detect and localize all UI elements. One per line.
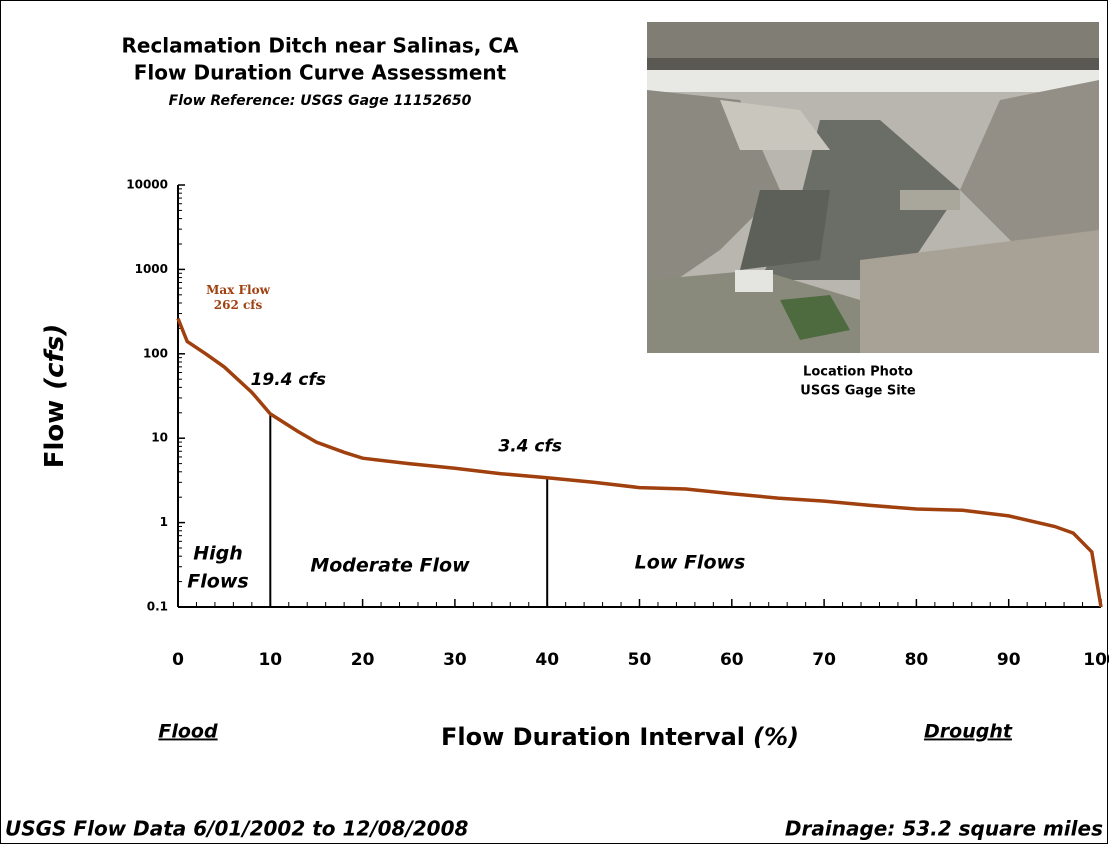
photo-caption: Location Photo [803, 365, 913, 380]
photo-caption: USGS Gage Site [800, 384, 916, 399]
max-flow-label: Max Flow [206, 283, 270, 297]
y-tick-label: 1 [160, 515, 168, 529]
max-flow-label: 262 cfs [214, 298, 263, 312]
location-photo [647, 22, 1099, 353]
region-label: High [193, 543, 243, 565]
chart-title: Flow Duration Curve Assessment [134, 61, 507, 85]
x-end-label: Flood [158, 721, 218, 743]
marker-label: 19.4 cfs [251, 370, 326, 390]
x-tick-label: 50 [628, 650, 652, 670]
x-tick-label: 80 [905, 650, 929, 670]
chart-subtitle: Flow Reference: USGS Gage 11152650 [169, 93, 472, 109]
y-tick-label: 1000 [135, 262, 168, 276]
footer-right: Drainage: 53.2 square miles [785, 817, 1103, 841]
region-label: Low Flows [635, 552, 746, 574]
y-axis-label-unit: (cfs) [40, 324, 70, 390]
x-tick-label: 10 [258, 650, 282, 670]
x-tick-label: 90 [997, 650, 1021, 670]
chart-title: Reclamation Ditch near Salinas, CA [121, 34, 519, 58]
y-axis-label: Flow (cfs) [40, 324, 70, 469]
x-tick-label: 60 [720, 650, 744, 670]
region-label: Flows [187, 571, 248, 593]
x-tick-label: 20 [351, 650, 375, 670]
y-tick-label: 10 [151, 431, 168, 445]
marker-label: 3.4 cfs [498, 437, 562, 457]
x-axis-label: Flow Duration Interval (%) [441, 723, 799, 751]
x-tick-label: 0 [172, 650, 184, 670]
x-end-label: Drought [924, 721, 1013, 743]
flow-curve [176, 317, 1103, 608]
footer-left: USGS Flow Data 6/01/2002 to 12/08/2008 [5, 817, 469, 841]
x-axis-label-unit: (%) [753, 723, 799, 751]
y-tick-label: 100 [143, 346, 168, 360]
x-tick-label: 70 [812, 650, 836, 670]
x-axis-label-name: Flow Duration Interval [441, 723, 745, 751]
x-tick-label: 100 [1083, 650, 1109, 670]
y-tick-label: 10000 [126, 178, 168, 192]
region-label: Moderate Flow [310, 555, 470, 577]
y-axis-label-name: Flow [40, 400, 70, 469]
y-tick-label: 0.1 [147, 600, 168, 614]
x-tick-label: 30 [443, 650, 467, 670]
x-tick-label: 40 [535, 650, 559, 670]
